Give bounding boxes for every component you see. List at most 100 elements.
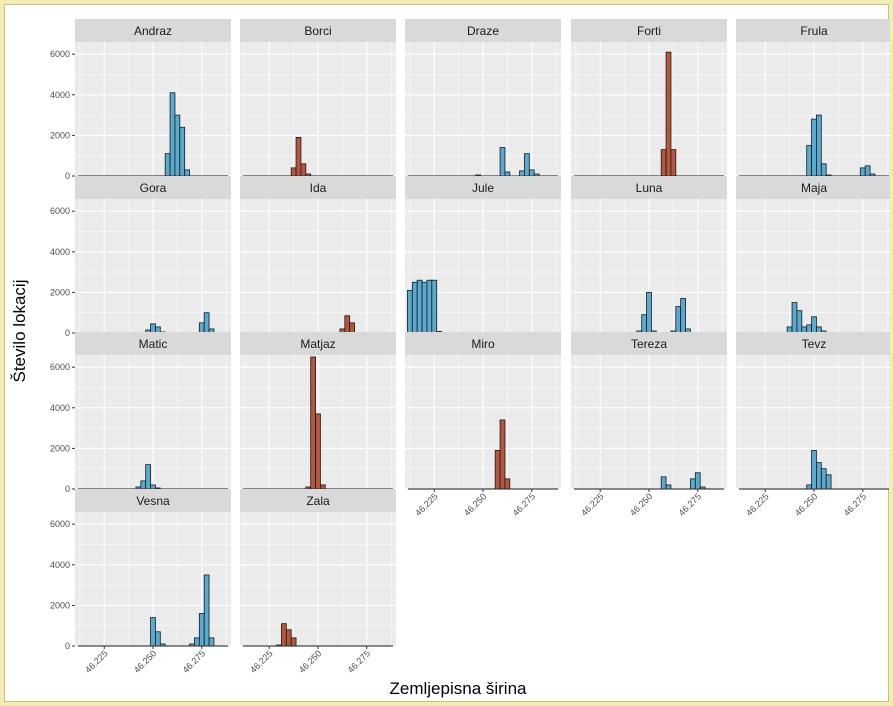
facet-strip-forti (571, 19, 727, 42)
x-tick-label: 46.250 (628, 491, 655, 518)
facet-andraz: Andraz 0 2000 4000 6000 (50, 19, 231, 181)
histogram-bar (189, 643, 195, 647)
histogram-bar (665, 51, 672, 177)
histogram-bar (816, 114, 822, 177)
histogram-bar (140, 480, 147, 490)
histogram-bar (811, 118, 817, 177)
histogram-bar (431, 279, 438, 334)
histogram-bar (416, 279, 423, 334)
histogram-bar (150, 617, 156, 647)
x-tick-label: 46.225 (413, 491, 440, 518)
x-tick-label: 46.225 (83, 648, 110, 675)
histogram-bar (806, 484, 812, 490)
histogram-bar (859, 167, 866, 177)
y-tick-label: 2000 (50, 443, 70, 453)
facet-luna: Luna (571, 176, 727, 334)
y-tick-label: 0 (65, 171, 70, 181)
facet-label-tereza: Tereza (631, 337, 667, 351)
y-tick-label: 2000 (50, 130, 70, 140)
histogram-bar (349, 322, 355, 334)
y-tick-label: 4000 (50, 560, 70, 570)
x-tick-label: 46.250 (132, 648, 159, 675)
x-tick-label: 46.275 (842, 491, 869, 518)
facet-strip-tevz (736, 332, 890, 355)
y-tick-label: 6000 (50, 519, 70, 529)
histogram-bar (791, 302, 798, 334)
histogram-bar (499, 419, 506, 490)
histogram-bar (825, 174, 832, 177)
facet-label-matic: Matic (139, 337, 168, 351)
histogram-bar (320, 484, 326, 490)
histogram-bar (519, 170, 525, 177)
x-axis-title: Zemljepisna širina (390, 679, 528, 698)
facet-vesna: Vesna 0 2000 4000 6000 46.225 46.250 46.275 (50, 489, 231, 675)
facet-borci: Borci (240, 19, 396, 177)
facet-gora: Gora 0 2000 4000 6000 (50, 176, 231, 338)
y-tick-label: 4000 (50, 403, 70, 413)
facet-ida: Ida (240, 176, 396, 334)
facet-matic: Matic 0 2000 4000 6000 (50, 332, 231, 494)
x-tick-label: 46.275 (346, 648, 373, 675)
facet-strip-vesna (75, 489, 231, 512)
y-tick-label: 4000 (50, 247, 70, 257)
histogram-bar (184, 169, 190, 177)
histogram-bar (203, 312, 210, 334)
histogram-bar (675, 306, 682, 334)
x-tick-label: 46.250 (462, 491, 489, 518)
facet-label-tevz: Tevz (802, 337, 827, 351)
histogram-bar (811, 316, 817, 334)
histogram-bar (816, 462, 822, 490)
histogram-bar (290, 637, 297, 647)
facet-label-jule: Jule (472, 181, 494, 195)
y-tick-label: 6000 (50, 206, 70, 216)
y-tick-label: 6000 (50, 362, 70, 372)
histogram-bar (646, 291, 652, 334)
facet-strip-frula (736, 19, 890, 42)
histogram-bar (145, 464, 151, 490)
facet-maja: Maja (736, 176, 890, 334)
histogram-bar (699, 486, 706, 490)
histogram-bar (208, 637, 215, 647)
histogram-bar (528, 169, 535, 177)
facet-label-maja: Maja (801, 181, 827, 195)
facet-label-luna: Luna (636, 181, 663, 195)
facet-tereza: Tereza 46.225 46.250 46.275 (571, 332, 727, 518)
y-tick-label: 6000 (50, 49, 70, 59)
histogram-bar (869, 173, 876, 177)
facet-zala: Zala 46.225 46.250 46.275 (240, 489, 396, 675)
facet-miro: Miro 46.225 46.250 46.275 (405, 332, 561, 518)
facet-strip-ida (240, 176, 396, 199)
facet-label-forti: Forti (637, 24, 661, 38)
facet-label-draze: Draze (467, 24, 499, 38)
histogram-bar (660, 149, 667, 177)
histogram-bar (811, 450, 817, 490)
histogram-bar (524, 153, 530, 177)
histogram-bar (504, 171, 511, 177)
histogram-bar (690, 478, 696, 490)
histogram-bar (300, 163, 307, 177)
histogram-bar (344, 315, 351, 334)
facet-matjaz: Matjaz (240, 332, 396, 490)
histogram-bar (426, 279, 433, 334)
histogram-bar (276, 644, 282, 647)
facet-strip-maja (736, 176, 890, 199)
histogram-bar (179, 126, 186, 177)
facet-draze: Draze (405, 19, 561, 177)
facet-tevz: Tevz 46.225 46.250 46.275 (736, 332, 890, 518)
histogram-bar (169, 92, 176, 177)
histogram-bar (660, 476, 667, 490)
facet-strip-tereza (571, 332, 727, 355)
histogram-bar (411, 281, 418, 334)
y-tick-label: 0 (65, 328, 70, 338)
facet-strip-zala (240, 489, 396, 512)
histogram-bar (315, 413, 321, 490)
x-tick-label: 46.275 (677, 491, 704, 518)
histogram-bar (305, 173, 312, 177)
histogram-bar (295, 137, 302, 177)
facet-strip-andraz (75, 19, 231, 42)
y-tick-label: 2000 (50, 287, 70, 297)
facet-label-borci: Borci (304, 24, 331, 38)
x-tick-label: 46.225 (579, 491, 606, 518)
histogram-bar (475, 174, 481, 177)
facet-strip-draze (405, 19, 561, 42)
